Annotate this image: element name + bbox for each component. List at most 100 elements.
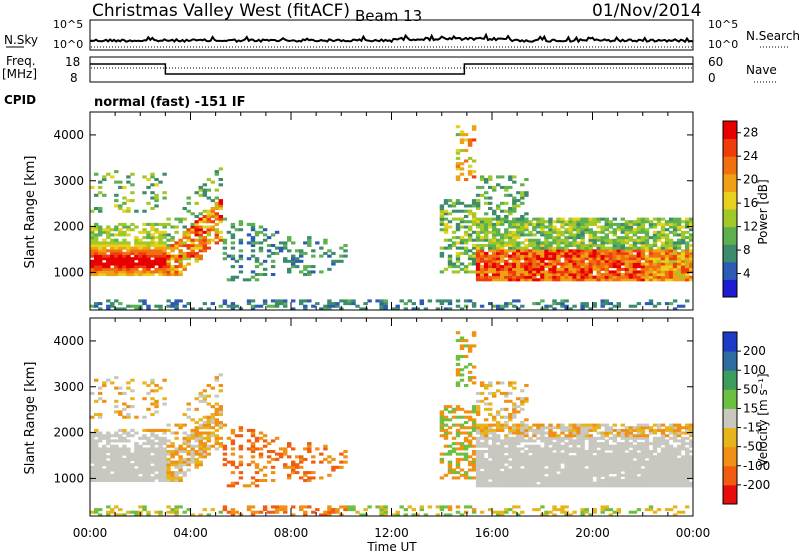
velocity-cell — [600, 431, 605, 435]
power-cell — [455, 236, 461, 240]
power-cell — [648, 262, 654, 266]
power-cell — [628, 257, 634, 261]
velocity-cell — [319, 460, 324, 464]
velocity-cell — [644, 468, 650, 472]
velocity-cell — [616, 473, 622, 477]
velocity-cell — [170, 479, 175, 483]
velocity-cell — [660, 468, 666, 472]
velocity-cell — [668, 431, 674, 435]
power-cell — [516, 251, 521, 255]
power-cell — [540, 254, 545, 258]
velocity-cell — [343, 505, 348, 509]
velocity-cell — [142, 415, 147, 419]
velocity-cell — [174, 447, 179, 451]
velocity-cell — [648, 426, 654, 430]
power-cell — [600, 244, 605, 248]
power-cell — [640, 217, 646, 221]
power-cell — [335, 304, 340, 308]
velocity-cell — [508, 444, 513, 448]
power-cell — [544, 236, 549, 240]
velocity-cell — [463, 344, 469, 348]
velocity-cell — [664, 434, 670, 438]
velocity-cell — [106, 505, 111, 509]
power-cell — [162, 270, 167, 274]
power-cell — [471, 257, 477, 261]
power-cell — [250, 241, 256, 245]
velocity-cell — [616, 460, 622, 464]
power-cell — [363, 307, 368, 311]
velocity-cell — [685, 447, 690, 451]
power-cell — [524, 228, 529, 232]
velocity-cell — [230, 471, 236, 475]
power-cell — [327, 302, 332, 306]
power-cell — [258, 304, 264, 308]
velocity-cell — [524, 399, 529, 403]
velocity-cell — [680, 426, 686, 430]
velocity-cell — [262, 473, 268, 477]
velocity-cell — [689, 434, 694, 438]
velocity-cell — [475, 391, 481, 395]
power-cell — [323, 251, 328, 255]
velocity-cell — [443, 407, 449, 411]
velocity-cell — [114, 450, 119, 454]
velocity-cell — [492, 460, 497, 464]
power-cell — [463, 225, 469, 229]
power-cell — [520, 233, 525, 237]
velocity-cell — [210, 426, 216, 430]
velocity-cell — [134, 431, 139, 435]
velocity-cell — [516, 473, 521, 477]
power-cell — [620, 244, 626, 248]
velocity-cell — [206, 384, 212, 388]
power-cell — [475, 246, 481, 250]
power-cell — [504, 304, 509, 308]
velocity-cell — [150, 444, 155, 448]
velocity-cell — [636, 455, 642, 459]
power-cell — [174, 267, 179, 271]
power-cell — [90, 241, 95, 245]
velocity-cell — [455, 452, 461, 456]
power-cell — [596, 259, 601, 263]
velocity-cell — [455, 405, 461, 409]
colorbar-swatch — [723, 279, 737, 298]
power-cell — [500, 246, 505, 250]
power-cell — [182, 230, 187, 234]
power-cell — [520, 196, 525, 200]
power-cell — [608, 278, 614, 282]
power-cell — [604, 275, 610, 279]
power-cell — [202, 217, 208, 221]
power-cell — [548, 244, 553, 248]
velocity-cell — [532, 476, 537, 480]
velocity-cell — [270, 457, 276, 461]
velocity-cell — [608, 513, 614, 517]
velocity-cell — [106, 473, 111, 477]
velocity-cell — [632, 450, 638, 454]
velocity-cell — [230, 484, 236, 488]
velocity-cell — [158, 513, 163, 517]
power-cell — [608, 238, 614, 242]
power-cell — [106, 262, 111, 266]
velocity-cell — [600, 479, 605, 483]
power-cell — [94, 238, 99, 242]
velocity-cell — [689, 423, 694, 427]
power-cell — [500, 238, 505, 242]
power-cell — [612, 228, 618, 232]
power-cell — [443, 209, 449, 213]
velocity-cell — [162, 378, 167, 382]
power-cell — [576, 267, 581, 271]
velocity-cell — [254, 471, 260, 475]
velocity-cell — [512, 431, 517, 435]
power-cell — [158, 249, 163, 253]
velocity-cell — [564, 444, 569, 448]
velocity-cell — [471, 418, 477, 422]
velocity-cell — [130, 397, 135, 401]
power-cell — [186, 209, 191, 213]
power-cell — [126, 265, 131, 269]
power-cell — [608, 273, 614, 277]
velocity-cell — [648, 455, 654, 459]
power-cell — [114, 225, 119, 229]
power-cell — [596, 270, 601, 274]
power-cell — [407, 299, 413, 303]
velocity-cell — [624, 431, 630, 435]
power-cell — [592, 233, 597, 237]
power-cell — [608, 275, 614, 279]
